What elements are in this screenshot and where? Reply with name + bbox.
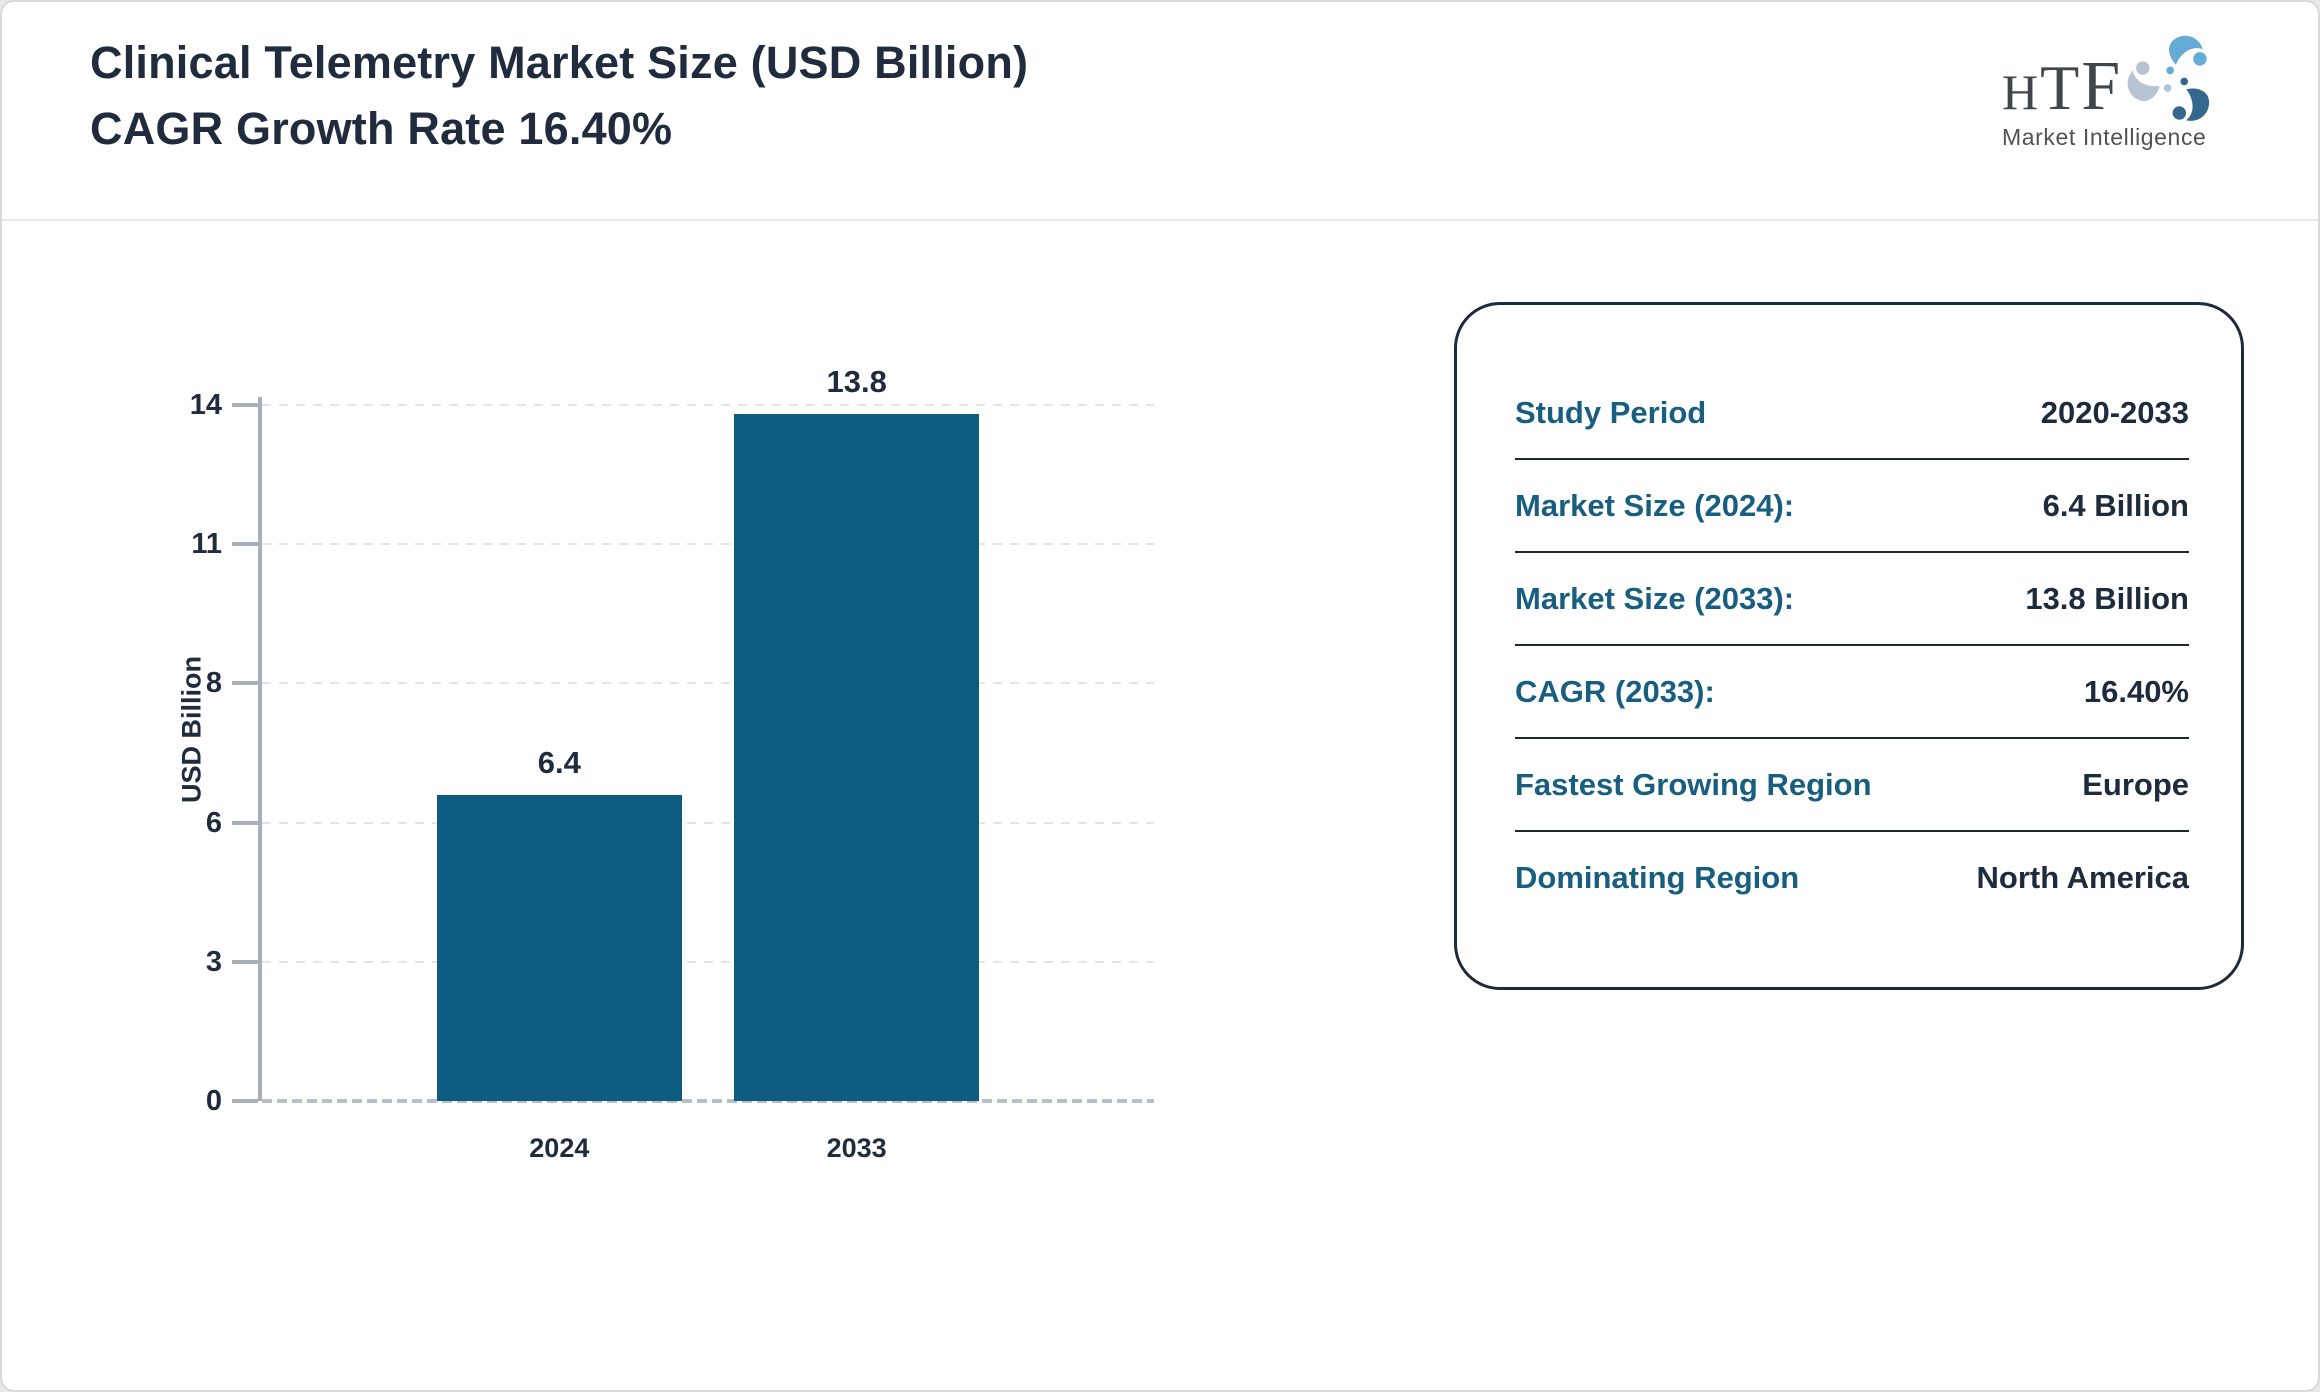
- info-row-value: 13.8 Billion: [2025, 580, 2189, 616]
- summary-panel: Study Period 2020-2033 Market Size (2024):…: [1454, 302, 2244, 990]
- y-tick-mark-14: [232, 403, 258, 407]
- gridline-y-3: [262, 960, 1154, 963]
- info-row-label: Dominating Region: [1515, 859, 1800, 895]
- info-row-value: North America: [1976, 859, 2189, 895]
- info-row-label: Study Period: [1515, 394, 1707, 430]
- gridline-y-14: [262, 404, 1154, 406]
- info-row-value: Europe: [2082, 766, 2189, 802]
- y-tick-mark-3: [232, 959, 258, 964]
- y-tick-label-11: 11: [191, 528, 222, 561]
- htf-letter-t: T: [2040, 52, 2082, 123]
- y-tick-label-14: 14: [189, 389, 222, 421]
- gridline-y-8: [262, 682, 1154, 685]
- y-tick-label-3: 3: [205, 945, 222, 978]
- page-title: Clinical Telemetry Market Size (USD Bill…: [90, 30, 1028, 162]
- bar-2024: [436, 794, 682, 1101]
- htf-letter-h: H: [2002, 64, 2041, 120]
- y-tick-mark-6: [232, 820, 258, 825]
- bar-value-label-2024: 6.4: [537, 744, 581, 780]
- info-row-label: Fastest Growing Region: [1515, 766, 1872, 802]
- x-tick-label-2024: 2024: [529, 1133, 590, 1163]
- htf-letter-f: F: [2081, 48, 2123, 125]
- htf-logo-row: HTF: [2002, 32, 2262, 122]
- info-row-value: 2020-2033: [2040, 394, 2189, 430]
- plot-area: 0 3 6 8 11 14 6.4 2024 13.8 2033: [190, 364, 1154, 1163]
- htf-logo: HTF Market Intelligence: [2002, 32, 2262, 151]
- info-row-3: CAGR (2033): 16.40%: [1515, 646, 2189, 739]
- x-tick-label-2033: 2033: [826, 1133, 887, 1163]
- info-row-1: Market Size (2024): 6.4 Billion: [1515, 460, 2189, 553]
- y-tick-mark-11: [232, 542, 258, 547]
- info-row-value: 6.4 Billion: [2042, 487, 2189, 523]
- y-axis-line: [258, 397, 262, 1101]
- info-row-label: Market Size (2033):: [1515, 580, 1795, 616]
- people-swirl-icon: [2127, 35, 2210, 121]
- gridline-y-6: [262, 821, 1154, 824]
- info-row-label: CAGR (2033):: [1515, 673, 1715, 709]
- bar-value-label-2033: 13.8: [826, 364, 887, 400]
- info-row-value: 16.40%: [2083, 673, 2189, 709]
- y-tick-label-8: 8: [205, 667, 222, 700]
- y-tick-label-6: 6: [205, 806, 222, 839]
- info-row-5: Dominating Region North America: [1515, 832, 2189, 923]
- info-row-0: Study Period 2020-2033: [1515, 367, 2189, 460]
- bar-2033: [734, 414, 980, 1101]
- page-title-line2: CAGR Growth Rate 16.40%: [90, 103, 673, 154]
- page-title-line1: Clinical Telemetry Market Size (USD Bill…: [90, 37, 1029, 88]
- info-row-label: Market Size (2024):: [1515, 487, 1795, 523]
- y-tick-mark-0: [232, 1099, 258, 1103]
- y-tick-mark-8: [232, 681, 258, 686]
- info-row-4: Fastest Growing Region Europe: [1515, 739, 2189, 832]
- header-divider: [2, 219, 2318, 221]
- htf-logo-subtext: Market Intelligence: [2002, 124, 2207, 150]
- y-tick-label-0: 0: [205, 1085, 222, 1117]
- htf-logo-letters: HTF: [2002, 52, 2122, 122]
- x-axis-baseline: [262, 1099, 1154, 1103]
- gridline-y-11: [262, 543, 1154, 546]
- info-row-2: Market Size (2033): 13.8 Billion: [1515, 553, 2189, 646]
